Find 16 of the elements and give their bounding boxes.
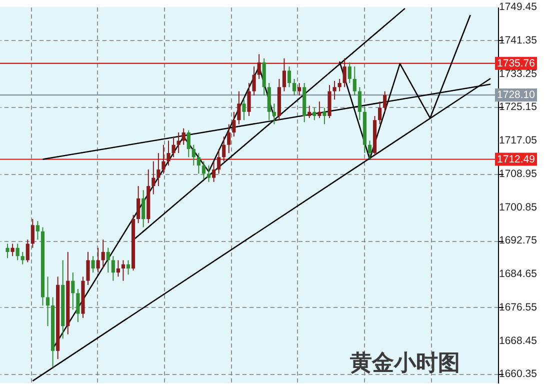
y-tick-label: 1725.15 (499, 101, 538, 114)
y-tick-label: 1684.65 (499, 268, 538, 280)
y-tick-label: 1708.95 (499, 168, 538, 180)
ref-line-label: 1728.10 (497, 88, 536, 101)
y-tick-label: 1741.35 (499, 34, 538, 46)
y-tick-label: 1676.55 (499, 301, 538, 314)
annotation: 黄金小时图 (349, 350, 460, 376)
y-tick-label: 1700.85 (499, 201, 538, 214)
y-tick-label: 1692.75 (499, 234, 538, 247)
y-tick-label: 1660.35 (499, 368, 538, 380)
y-tick-label: 1749.45 (499, 1, 538, 13)
y-tick-label: 1733.25 (499, 68, 538, 80)
y-tick-label: 1717.05 (499, 134, 538, 147)
ref-line-label: 1712.49 (497, 153, 536, 166)
y-tick-label: 1668.45 (499, 334, 538, 347)
ref-line-label: 1735.76 (497, 57, 536, 70)
